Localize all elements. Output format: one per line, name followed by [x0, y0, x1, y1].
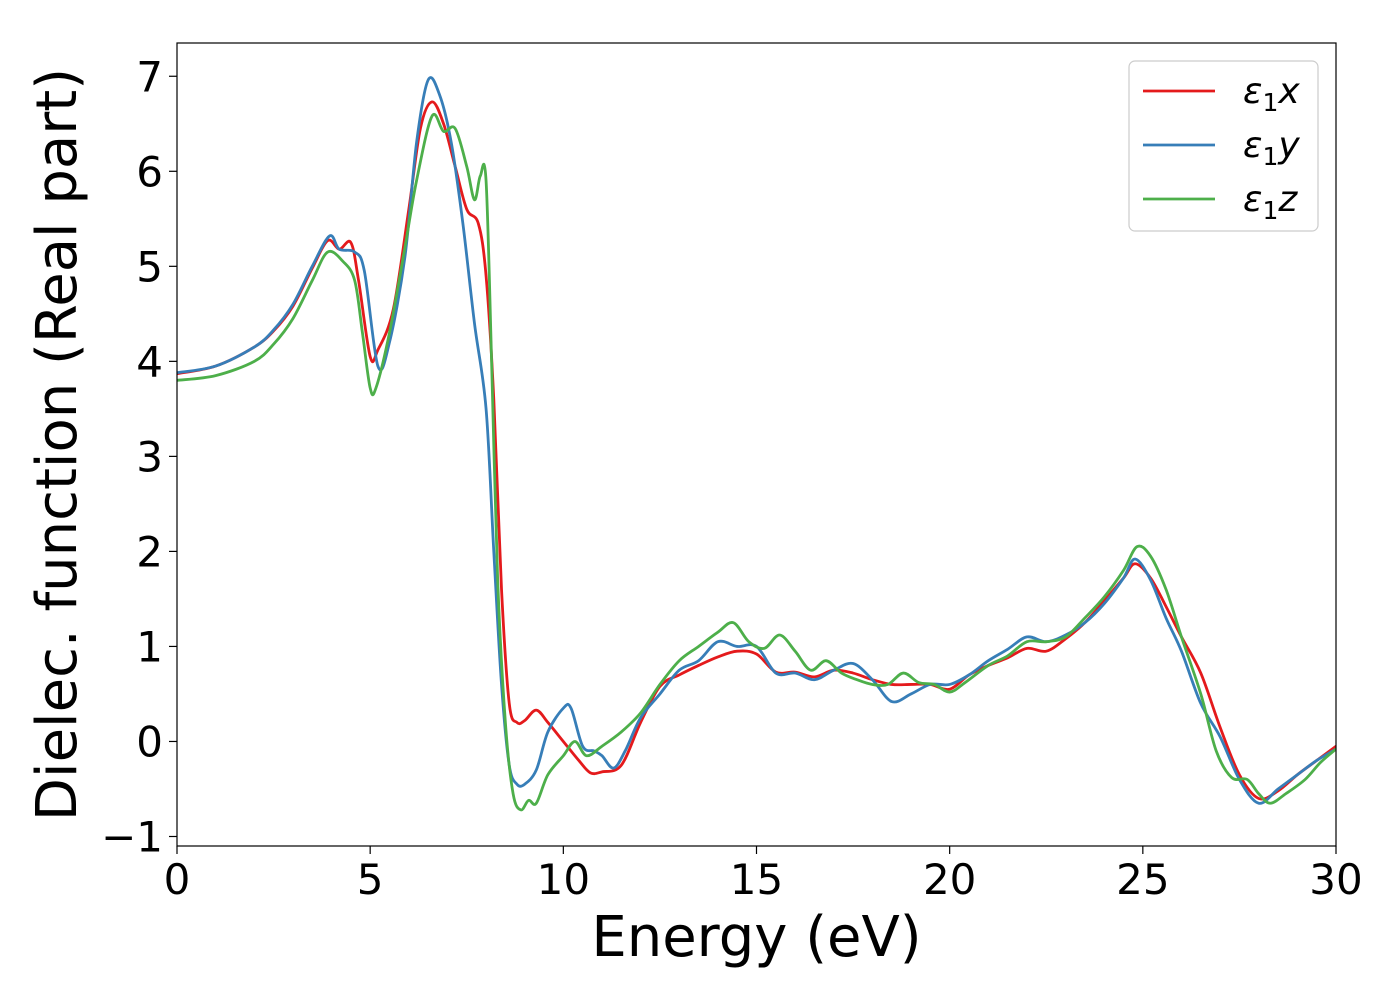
y-axis-label: Dielec. function (Real part) [25, 68, 90, 821]
legend-label-y: ε1y [1243, 125, 1300, 171]
y-tick-label: 5 [136, 242, 163, 291]
x-tick-label: 15 [730, 855, 783, 904]
legend-label-x: ε1x [1243, 71, 1300, 117]
series-line-z [177, 112, 1336, 812]
x-tick-label: 30 [1309, 855, 1362, 904]
y-tick-label: 6 [136, 147, 163, 196]
x-tick-label: 0 [164, 855, 191, 904]
series-line-y [177, 76, 1336, 805]
legend: ε1x ε1y ε1z [1128, 60, 1319, 232]
x-tick-label: 25 [1116, 855, 1169, 904]
x-tick-label: 10 [537, 855, 590, 904]
series-layer [177, 76, 1336, 812]
y-tick-label: 0 [136, 717, 163, 766]
legend-label-z: ε1z [1243, 179, 1298, 225]
y-tick-label: 4 [136, 337, 163, 386]
x-tick-label: 5 [357, 855, 384, 904]
legend-box [1128, 60, 1319, 232]
x-axis-label: Energy (eV) [591, 905, 921, 970]
x-tick-label: 20 [923, 855, 976, 904]
y-tick-label: 3 [136, 432, 163, 481]
y-tick-label: 1 [136, 622, 163, 671]
y-tick-label: 7 [136, 52, 163, 101]
y-tick-label: −1 [101, 812, 163, 861]
plot-frame [176, 42, 1337, 847]
y-tick-label: 2 [136, 527, 163, 576]
